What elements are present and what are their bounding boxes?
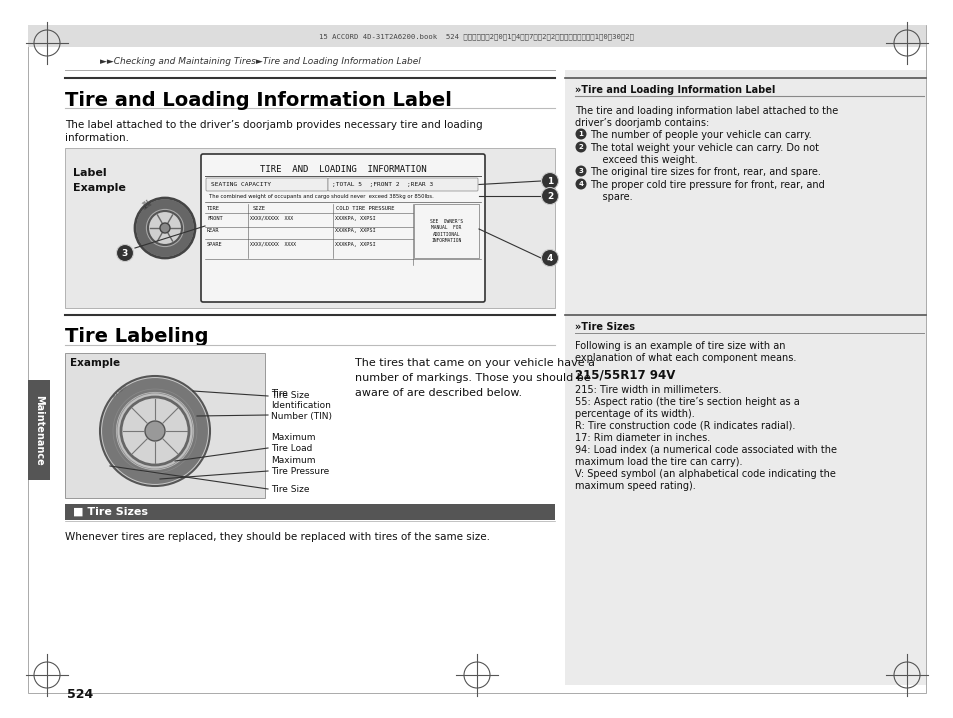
Text: 2: 2 <box>546 192 553 201</box>
Text: The number of people your vehicle can carry.: The number of people your vehicle can ca… <box>589 130 811 140</box>
Text: Following is an example of tire size with an: Following is an example of tire size wit… <box>575 341 784 351</box>
Text: 215: Tire width in millimeters.: 215: Tire width in millimeters. <box>575 385 720 395</box>
Text: Maintenance: Maintenance <box>34 395 44 465</box>
Circle shape <box>575 129 586 139</box>
Circle shape <box>109 385 201 477</box>
Text: The tire and loading information label attached to the: The tire and loading information label a… <box>575 106 838 116</box>
Circle shape <box>575 166 586 177</box>
Text: 215/55R17 94V: 215/55R17 94V <box>575 369 675 382</box>
Text: 524: 524 <box>67 689 93 701</box>
Text: The original tire sizes for front, rear, and spare.: The original tire sizes for front, rear,… <box>589 167 820 177</box>
Text: V: Speed symbol (an alphabetical code indicating the: V: Speed symbol (an alphabetical code in… <box>575 469 835 479</box>
Text: Example: Example <box>73 183 126 193</box>
Text: The combined weight of occupants and cargo should never  exceed 385kg or 850lbs.: The combined weight of occupants and car… <box>209 194 434 199</box>
Text: XXXKPA, XXPSI: XXXKPA, XXPSI <box>335 216 375 221</box>
Text: FRONT: FRONT <box>207 216 222 221</box>
Text: TIRE: TIRE <box>207 206 220 211</box>
FancyBboxPatch shape <box>206 178 328 191</box>
Text: Example: Example <box>70 358 120 368</box>
Text: spare.: spare. <box>589 192 632 202</box>
Circle shape <box>148 211 182 245</box>
Text: 55: Aspect ratio (the tire’s section height as a: 55: Aspect ratio (the tire’s section hei… <box>575 397 799 407</box>
Text: 17: Rim diameter in inches.: 17: Rim diameter in inches. <box>575 433 709 443</box>
Text: ►►Checking and Maintaining Tires►Tire and Loading Information Label: ►►Checking and Maintaining Tires►Tire an… <box>100 57 420 67</box>
Bar <box>65 148 555 308</box>
Text: »Tire Sizes: »Tire Sizes <box>575 322 635 332</box>
Text: Whenever tires are replaced, they should be replaced with tires of the same size: Whenever tires are replaced, they should… <box>65 532 490 542</box>
Bar <box>564 315 925 685</box>
Circle shape <box>541 249 558 266</box>
Circle shape <box>116 245 133 261</box>
Text: TIRE
NAME: TIRE NAME <box>140 198 153 211</box>
Text: maximum speed rating).: maximum speed rating). <box>575 481 695 491</box>
Text: 94: Load index (a numerical code associated with the: 94: Load index (a numerical code associa… <box>575 445 836 455</box>
Text: aware of are described below.: aware of are described below. <box>355 388 521 398</box>
Text: XXXKPA, XXPSI: XXXKPA, XXPSI <box>335 242 375 247</box>
Text: TIRE  AND  LOADING  INFORMATION: TIRE AND LOADING INFORMATION <box>259 164 426 174</box>
Text: Maximum
Tire Pressure: Maximum Tire Pressure <box>271 456 329 476</box>
Text: XXXX/XXXXX  XXXX: XXXX/XXXXX XXXX <box>250 242 295 247</box>
Bar <box>28 380 50 480</box>
Text: ;TOTAL 5  ;FRONT 2  ;REAR 3: ;TOTAL 5 ;FRONT 2 ;REAR 3 <box>332 182 433 187</box>
Bar <box>414 204 478 258</box>
Text: maximum load the tire can carry).: maximum load the tire can carry). <box>575 457 741 467</box>
Circle shape <box>145 421 165 441</box>
Text: The label attached to the driver’s doorjamb provides necessary tire and loading: The label attached to the driver’s doorj… <box>65 120 482 130</box>
Circle shape <box>141 204 189 252</box>
Text: 2: 2 <box>578 144 583 150</box>
Text: The tires that came on your vehicle have a: The tires that came on your vehicle have… <box>355 358 595 368</box>
Text: driver’s doorjamb contains:: driver’s doorjamb contains: <box>575 118 708 128</box>
FancyBboxPatch shape <box>201 154 484 302</box>
Text: Tire Labeling: Tire Labeling <box>65 327 209 347</box>
Text: information.: information. <box>65 133 129 143</box>
Text: REAR: REAR <box>207 228 219 233</box>
Circle shape <box>135 198 194 258</box>
Text: Label: Label <box>73 168 107 178</box>
Text: TIRE NAME: TIRE NAME <box>112 385 129 400</box>
Circle shape <box>541 187 558 205</box>
Text: number of markings. Those you should be: number of markings. Those you should be <box>355 373 590 383</box>
Circle shape <box>575 179 586 190</box>
Text: 1: 1 <box>578 131 583 137</box>
Circle shape <box>541 172 558 190</box>
Circle shape <box>100 376 210 486</box>
Text: The total weight your vehicle can carry. Do not: The total weight your vehicle can carry.… <box>589 143 818 153</box>
Circle shape <box>575 141 586 152</box>
Text: explanation of what each component means.: explanation of what each component means… <box>575 353 796 363</box>
Bar <box>564 70 925 360</box>
Circle shape <box>160 223 170 233</box>
Circle shape <box>121 397 189 465</box>
Text: 3: 3 <box>578 168 583 174</box>
Text: SIZE: SIZE <box>253 206 266 211</box>
Text: Tire Size: Tire Size <box>271 485 309 493</box>
Text: The proper cold tire pressure for front, rear, and: The proper cold tire pressure for front,… <box>589 180 824 190</box>
Text: 15 ACCORD 4D-31T2A6200.book  524 ページ　イ　2　0　1　4年　7月　2　2日　火曜日　午後　1　0時30　2分: 15 ACCORD 4D-31T2A6200.book 524 ページ イ 2 … <box>319 34 634 40</box>
Text: 3: 3 <box>122 249 128 258</box>
Bar <box>65 353 265 498</box>
Text: Tire and Loading Information Label: Tire and Loading Information Label <box>65 90 452 110</box>
Text: 1: 1 <box>546 177 553 186</box>
Text: »Tire and Loading Information Label: »Tire and Loading Information Label <box>575 85 775 95</box>
Text: 4: 4 <box>578 181 583 187</box>
Text: SEATING CAPACITY: SEATING CAPACITY <box>211 182 271 187</box>
Text: Maximum
Tire Load: Maximum Tire Load <box>271 433 315 453</box>
Bar <box>28 25 925 47</box>
Text: XXXKPA, XXPSI: XXXKPA, XXPSI <box>335 228 375 233</box>
Text: Tire Size: Tire Size <box>271 391 309 401</box>
Text: XXXX/XXXXX  XXX: XXXX/XXXXX XXX <box>250 216 293 221</box>
Text: SPARE: SPARE <box>207 242 222 247</box>
Text: Tire
Identification
Number (TIN): Tire Identification Number (TIN) <box>271 389 332 421</box>
FancyBboxPatch shape <box>328 178 477 191</box>
Text: ■ Tire Sizes: ■ Tire Sizes <box>73 507 148 517</box>
Text: COLD TIRE PRESSURE: COLD TIRE PRESSURE <box>335 206 395 211</box>
Bar <box>65 504 555 520</box>
Text: SEE  OWNER’S
MANUAL  FOR
ADDITIONAL
INFORMATION: SEE OWNER’S MANUAL FOR ADDITIONAL INFORM… <box>430 218 462 243</box>
Text: 4: 4 <box>546 254 553 263</box>
Text: exceed this weight.: exceed this weight. <box>589 155 697 165</box>
Text: R: Tire construction code (R indicates radial).: R: Tire construction code (R indicates r… <box>575 421 795 431</box>
Text: percentage of its width).: percentage of its width). <box>575 409 694 419</box>
